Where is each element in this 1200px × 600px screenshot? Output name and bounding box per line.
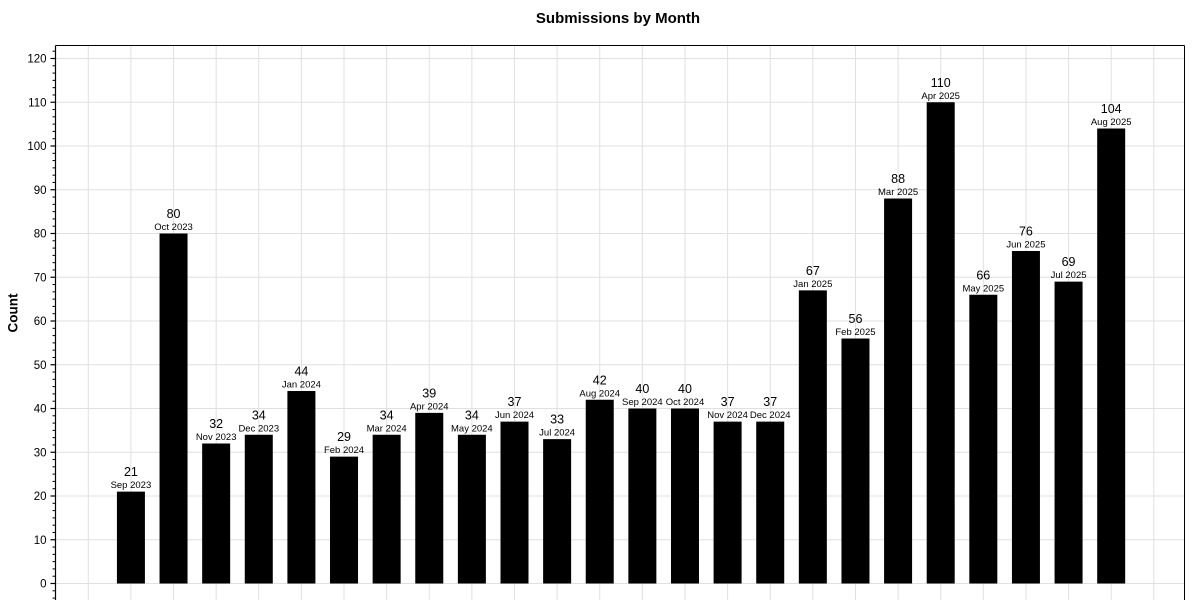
bar — [884, 198, 913, 584]
bar — [1011, 251, 1040, 584]
y-tick-label: 40 — [34, 404, 47, 416]
bar — [926, 102, 955, 584]
bar-month-label: May 2025 — [962, 283, 1004, 294]
bar-value-label: 37 — [508, 395, 522, 409]
bar-value-label: 34 — [380, 408, 394, 422]
y-tick-label: 30 — [34, 447, 47, 459]
bar — [841, 338, 870, 584]
bar-month-label: Nov 2024 — [707, 410, 748, 421]
bar-month-label: Mar 2024 — [367, 423, 407, 434]
bar-value-label: 42 — [593, 373, 607, 387]
y-tick-label: 0 — [40, 579, 46, 591]
bar-month-label: Apr 2024 — [410, 401, 449, 412]
bar-month-label: Feb 2025 — [835, 327, 875, 338]
bar-value-label: 21 — [124, 465, 138, 479]
bar — [287, 391, 316, 584]
bar-month-label: Dec 2023 — [238, 423, 279, 434]
bar-value-label: 34 — [465, 408, 479, 422]
bar-month-label: Dec 2024 — [750, 410, 791, 421]
y-tick-label: 90 — [34, 185, 47, 197]
bar — [415, 412, 444, 584]
bar — [798, 290, 827, 584]
bar-month-label: Oct 2024 — [666, 397, 705, 408]
bar-month-label: Jul 2025 — [1051, 270, 1087, 281]
bar-value-label: 104 — [1101, 102, 1122, 116]
bar — [116, 491, 145, 584]
y-tick-label: 20 — [34, 491, 47, 503]
y-tick-label: 10 — [34, 535, 47, 547]
bar — [1097, 128, 1126, 584]
y-tick-label: 100 — [27, 141, 46, 153]
bar — [628, 408, 657, 584]
bar — [969, 294, 998, 584]
bar-month-label: Sep 2024 — [622, 397, 663, 408]
bar — [159, 233, 188, 584]
bar-value-label: 110 — [931, 76, 951, 90]
bar-month-label: Jun 2025 — [1006, 240, 1045, 251]
bar — [585, 399, 614, 584]
bar — [202, 443, 231, 584]
y-tick-label: 80 — [34, 229, 47, 241]
y-tick-label: 110 — [28, 97, 46, 109]
bar-month-label: Aug 2025 — [1091, 117, 1132, 128]
bar-value-label: 66 — [976, 268, 990, 282]
y-tick-label: 70 — [34, 272, 47, 284]
bar-value-label: 67 — [806, 264, 820, 278]
bar-month-label: Mar 2025 — [878, 187, 918, 198]
bar-value-label: 44 — [294, 365, 308, 379]
bar-month-label: Jan 2025 — [793, 279, 832, 290]
bar-value-label: 33 — [550, 413, 564, 427]
bar-month-label: May 2024 — [451, 423, 493, 434]
bar — [713, 421, 742, 584]
bar-month-label: Jun 2024 — [495, 410, 534, 421]
bar-value-label: 29 — [337, 430, 351, 444]
bar-value-label: 32 — [209, 417, 223, 431]
bar-month-label: Aug 2024 — [579, 388, 620, 399]
y-tick-label: 120 — [27, 54, 46, 66]
bar-value-label: 34 — [252, 408, 266, 422]
bar-value-label: 37 — [721, 395, 735, 409]
bar-month-label: Sep 2023 — [111, 480, 152, 491]
bar-value-label: 80 — [167, 207, 181, 221]
bar-month-label: Feb 2024 — [324, 445, 364, 456]
bar — [330, 456, 359, 584]
bar-value-label: 88 — [891, 172, 905, 186]
bar-value-label: 40 — [635, 382, 649, 396]
bar-value-label: 40 — [678, 382, 692, 396]
bar-value-label: 69 — [1062, 255, 1076, 269]
bar — [756, 421, 785, 584]
bar — [543, 439, 572, 584]
bar-month-label: Oct 2023 — [154, 222, 193, 233]
bar-month-label: Apr 2025 — [921, 91, 960, 102]
y-tick-label: 60 — [34, 316, 47, 328]
bar-value-label: 39 — [422, 386, 436, 400]
y-axis-title: Count — [5, 293, 21, 333]
y-tick-label: 50 — [34, 360, 47, 372]
bar-value-label: 76 — [1019, 225, 1033, 239]
chart-title: Submissions by Month — [535, 10, 701, 27]
bar-month-label: Jul 2024 — [539, 428, 575, 439]
bar — [1054, 281, 1083, 584]
bar-value-label: 56 — [849, 312, 863, 326]
bar — [457, 434, 486, 584]
bar-value-label: 37 — [763, 395, 777, 409]
bar — [244, 434, 273, 584]
bar — [500, 421, 529, 584]
bar-month-label: Nov 2023 — [196, 432, 237, 443]
bar-month-label: Jan 2024 — [282, 380, 321, 391]
bar — [372, 434, 401, 584]
bar — [670, 408, 699, 584]
